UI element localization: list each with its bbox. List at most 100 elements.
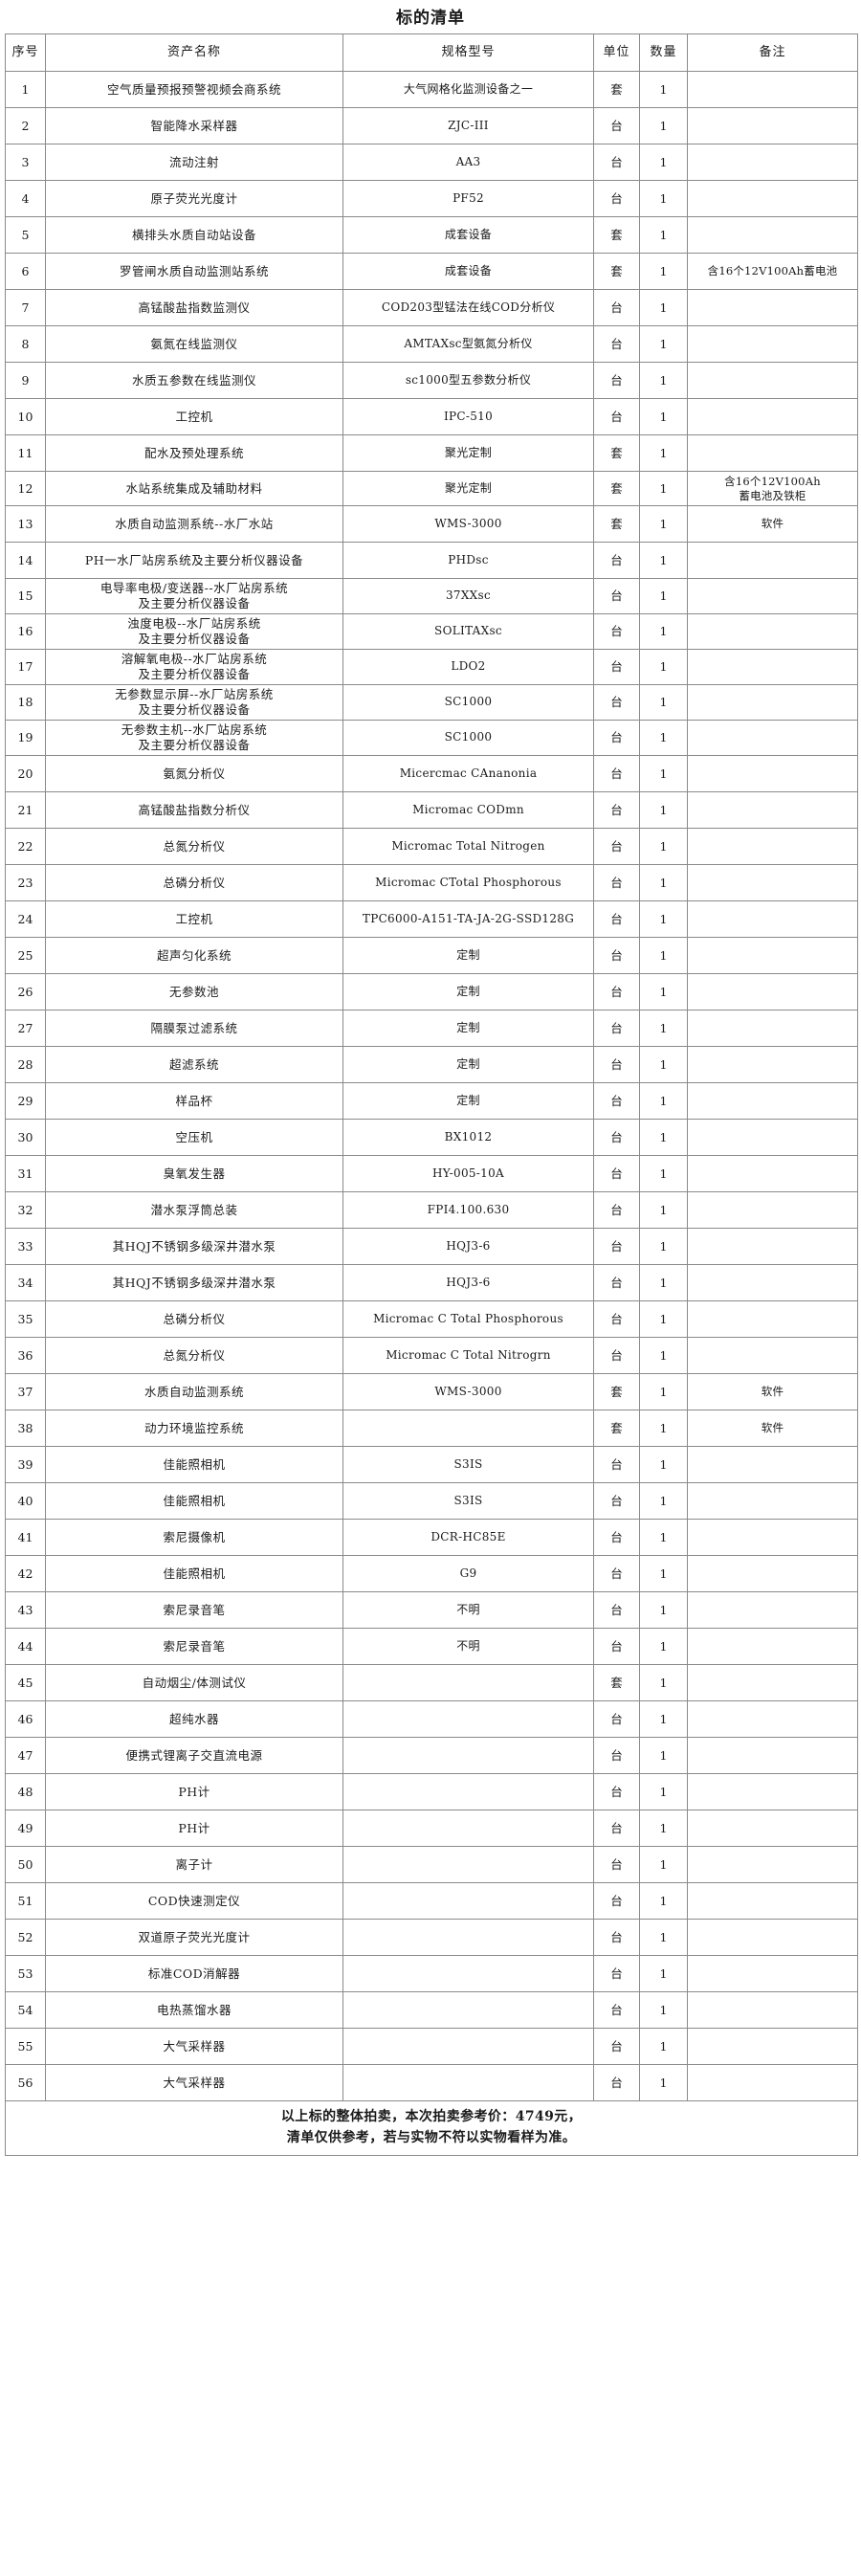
cell-seq: 31 xyxy=(5,1155,46,1192)
cell-unit: 台 xyxy=(593,1555,640,1592)
cell-qty: 1 xyxy=(639,1773,688,1810)
cell-note xyxy=(687,1773,858,1810)
cell-qty: 1 xyxy=(639,471,688,506)
cell-qty: 1 xyxy=(639,1300,688,1338)
cell-name: 高锰酸盐指数监测仪 xyxy=(45,289,343,326)
cell-note xyxy=(687,1191,858,1229)
auction-note-line: 清单仅供参考，若与实物不符以实物看样为准。 xyxy=(286,2129,577,2145)
cell-qty: 1 xyxy=(639,649,688,685)
cell-unit: 台 xyxy=(593,107,640,144)
cell-spec: 不明 xyxy=(342,1628,594,1665)
cell-qty: 1 xyxy=(639,1446,688,1483)
table-row: 6 罗管闸水质自动监测站系统 成套设备套 1 含16个12V100Ah蓄电池 xyxy=(5,253,858,290)
cell-name: 横排头水质自动站设备 xyxy=(45,216,343,254)
cell-spec xyxy=(342,1991,594,2029)
cell-name: 自动烟尘/体测试仪 xyxy=(45,1664,343,1701)
table-row: 8 氨氮在线监测仪 AMTAXsc型氨氮分析仪台 1 xyxy=(5,325,858,363)
cell-note: 软件 xyxy=(687,505,858,543)
cell-note xyxy=(687,1664,858,1701)
cell-note xyxy=(687,1882,858,1920)
cell-seq: 51 xyxy=(5,1882,46,1920)
table-row: 47 便携式锂离子交直流电源 台 1 xyxy=(5,1737,858,1774)
cell-seq: 12 xyxy=(5,471,46,506)
cell-seq: 22 xyxy=(5,828,46,865)
cell-seq: 26 xyxy=(5,973,46,1010)
cell-spec: S3IS xyxy=(342,1446,594,1483)
cell-qty: 1 xyxy=(639,1737,688,1774)
cell-spec: 定制 xyxy=(342,1082,594,1120)
table-row: 21 高锰酸盐指数分析仪 Micromac CODmn 台 1 xyxy=(5,791,858,829)
cell-spec xyxy=(342,1737,594,1774)
column-header-spec: 规格型号 xyxy=(342,33,594,72)
cell-note xyxy=(687,398,858,435)
cell-name: 索尼录音笔 xyxy=(45,1591,343,1629)
table-body: 1 空气质量预报预警视频会商系统 大气网格化监测设备之一套 1 2 智能降水采样器 ZJC-… xyxy=(5,71,858,2101)
cell-spec xyxy=(342,2028,594,2065)
cell-seq: 50 xyxy=(5,1846,46,1883)
table-row: 28 超滤系统 定制台 1 xyxy=(5,1046,858,1083)
column-header-qty: 数量 xyxy=(639,33,688,72)
cell-unit: 台 xyxy=(593,864,640,901)
cell-note xyxy=(687,1519,858,1556)
cell-note: 含16个12V100Ah蓄电池 xyxy=(687,253,858,290)
table-row: 16 浊度电极--水厂站房系统 及主要分析仪器设备 SOLITAXsc 台 1 xyxy=(5,613,858,650)
cell-name: 超声匀化系统 xyxy=(45,937,343,974)
cell-note xyxy=(687,1591,858,1629)
cell-qty: 1 xyxy=(639,2064,688,2101)
cell-qty: 1 xyxy=(639,613,688,650)
cell-seq: 2 xyxy=(5,107,46,144)
cell-note xyxy=(687,649,858,685)
table-row: 46 超纯水器 台 1 xyxy=(5,1700,858,1738)
cell-note xyxy=(687,1846,858,1883)
cell-unit: 台 xyxy=(593,1628,640,1665)
cell-note xyxy=(687,1337,858,1374)
table-row: 17 溶解氧电极--水厂站房系统 及主要分析仪器设备 LDO2 台 1 xyxy=(5,649,858,685)
cell-note xyxy=(687,144,858,181)
cell-qty: 1 xyxy=(639,791,688,829)
cell-unit: 台 xyxy=(593,1919,640,1956)
cell-spec: SC1000 xyxy=(342,720,594,756)
cell-qty: 1 xyxy=(639,1955,688,1992)
cell-spec: 聚光定制 xyxy=(342,434,594,472)
cell-seq: 9 xyxy=(5,362,46,399)
cell-unit: 台 xyxy=(593,937,640,974)
cell-qty: 1 xyxy=(639,1664,688,1701)
cell-note xyxy=(687,1300,858,1338)
table-row: 54 电热蒸馏水器 台 1 xyxy=(5,1991,858,2029)
cell-note xyxy=(687,180,858,217)
cell-seq: 30 xyxy=(5,1119,46,1156)
cell-name: 空压机 xyxy=(45,1119,343,1156)
cell-unit: 台 xyxy=(593,900,640,938)
cell-name: 总磷分析仪 xyxy=(45,1300,343,1338)
table-row: 24 工控机 TPC6000-A151-TA-JA-2G-SSD128G 台 1 xyxy=(5,900,858,938)
cell-note xyxy=(687,791,858,829)
cell-seq: 3 xyxy=(5,144,46,181)
cell-unit: 台 xyxy=(593,578,640,614)
cell-name: PH计 xyxy=(45,1773,343,1810)
cell-qty: 1 xyxy=(639,828,688,865)
column-header-seq: 序号 xyxy=(5,33,46,72)
table-row: 25 超声匀化系统 定制台 1 xyxy=(5,937,858,974)
cell-seq: 15 xyxy=(5,578,46,614)
cell-qty: 1 xyxy=(639,864,688,901)
cell-seq: 24 xyxy=(5,900,46,938)
cell-name: 超滤系统 xyxy=(45,1046,343,1083)
cell-qty: 1 xyxy=(639,1519,688,1556)
table-row: 56 大气采样器 台 1 xyxy=(5,2064,858,2101)
cell-seq: 37 xyxy=(5,1373,46,1410)
cell-unit: 台 xyxy=(593,144,640,181)
table-row: 44 索尼录音笔 不明台 1 xyxy=(5,1628,858,1665)
cell-name: 隔膜泵过滤系统 xyxy=(45,1010,343,1047)
cell-seq: 47 xyxy=(5,1737,46,1774)
cell-seq: 56 xyxy=(5,2064,46,2101)
footer-row: 以上标的整体拍卖，本次拍卖参考价：4749元， 清单仅供参考，若与实物不符以实物看… xyxy=(5,2099,858,2157)
cell-name: 索尼录音笔 xyxy=(45,1628,343,1665)
cell-spec: SC1000 xyxy=(342,684,594,721)
cell-seq: 34 xyxy=(5,1264,46,1301)
cell-qty: 1 xyxy=(639,1228,688,1265)
cell-note xyxy=(687,434,858,472)
cell-spec: TPC6000-A151-TA-JA-2G-SSD128G xyxy=(342,900,594,938)
cell-unit: 台 xyxy=(593,2028,640,2065)
table-row: 11 配水及预处理系统 聚光定制套 1 xyxy=(5,434,858,472)
cell-note: 软件 xyxy=(687,1410,858,1447)
